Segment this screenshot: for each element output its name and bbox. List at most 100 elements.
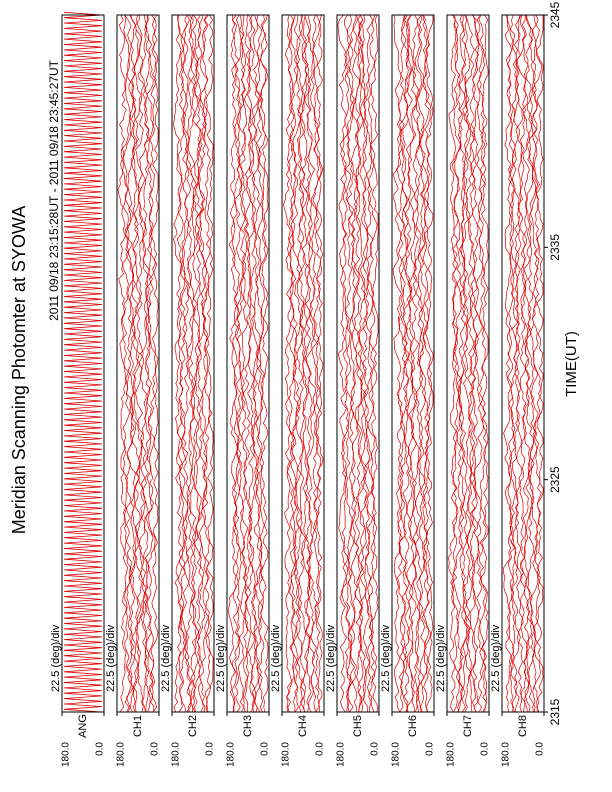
channel-trace <box>230 14 242 713</box>
channel-trace <box>479 14 489 713</box>
y-tick-label: 180.0 <box>116 742 127 767</box>
y-tick-label: 0.0 <box>95 742 106 756</box>
channel-trace <box>187 14 197 713</box>
panel-name: CH5 <box>352 715 364 737</box>
channel-trace <box>337 14 349 713</box>
panel-frame <box>116 14 160 713</box>
channel-trace <box>134 14 146 713</box>
channel-trace <box>119 14 132 713</box>
panel-name: CH6 <box>407 715 419 737</box>
channel-trace <box>254 14 264 713</box>
channel-trace <box>286 14 297 713</box>
chart-subtitle: 2011 09/18 23:15:28UT - 2011 09/18 23:45… <box>47 59 61 321</box>
channel-trace <box>180 14 192 713</box>
panel-scale: 22.5 (deg)/div <box>50 624 62 692</box>
channel-trace <box>190 14 202 713</box>
channel-trace <box>143 14 155 713</box>
y-tick-label: 180.0 <box>446 742 457 767</box>
panel-frame <box>171 14 215 713</box>
panel-scale: 22.5 (deg)/div <box>380 624 392 692</box>
y-tick-label: 0.0 <box>150 742 161 756</box>
channel-trace <box>233 14 244 713</box>
channel-trace <box>289 14 299 712</box>
panel-name: CH7 <box>462 715 474 737</box>
channel-trace <box>351 14 363 713</box>
channel-trace <box>248 14 260 713</box>
panel-scale: 22.5 (deg)/div <box>435 624 447 692</box>
channel-trace <box>349 14 360 713</box>
y-tick-label: 0.0 <box>205 742 216 756</box>
x-axis-label: TIME(UT) <box>563 331 580 397</box>
x-tick-label: 2325 <box>548 466 562 493</box>
channel-trace <box>344 14 355 713</box>
channel-trace <box>452 14 464 713</box>
channel-trace <box>314 14 324 713</box>
panel-name: CH2 <box>187 715 199 737</box>
channel-trace <box>290 14 302 713</box>
channel-trace <box>473 14 485 713</box>
channel-trace <box>126 14 138 713</box>
channel-trace <box>422 14 432 713</box>
channel-trace <box>122 14 135 713</box>
y-tick-label: 180.0 <box>501 742 512 767</box>
panel-frame <box>226 14 270 713</box>
panel-scale: 22.5 (deg)/div <box>490 624 502 692</box>
x-tick-label: 2315 <box>548 698 562 725</box>
channel-trace <box>404 14 415 713</box>
channel-trace <box>245 14 256 713</box>
panel-frame <box>61 14 105 713</box>
channel-trace <box>395 14 407 713</box>
panel-name: CH3 <box>242 715 254 737</box>
channel-trace <box>370 14 379 713</box>
y-tick-label: 180.0 <box>281 742 292 767</box>
channel-trace <box>392 14 404 713</box>
y-tick-label: 0.0 <box>535 742 546 756</box>
channel-trace <box>185 14 196 713</box>
panel-scale: 22.5 (deg)/div <box>105 624 117 692</box>
y-tick-label: 0.0 <box>315 742 326 756</box>
channel-trace <box>451 14 461 713</box>
channel-trace <box>301 14 311 713</box>
channel-trace <box>447 14 458 713</box>
plot-area: Meridian Scanning Photomter at SYOWA 201… <box>9 1 580 767</box>
y-tick-label: 0.0 <box>425 742 436 756</box>
channel-trace <box>294 14 305 713</box>
channel-trace <box>516 14 528 713</box>
channel-trace <box>130 14 140 713</box>
channel-trace <box>201 14 212 713</box>
channel-trace <box>514 14 525 713</box>
channel-trace <box>239 14 251 713</box>
y-tick-label: 180.0 <box>61 742 72 767</box>
y-tick-label: 0.0 <box>480 742 491 756</box>
channel-trace <box>303 14 313 713</box>
panel-scale: 22.5 (deg)/div <box>325 624 337 692</box>
channel-trace <box>227 14 239 713</box>
channel-trace <box>402 14 412 713</box>
channel-trace <box>366 14 378 713</box>
x-tick-label: 2335 <box>548 234 562 261</box>
panel-scale: 22.5 (deg)/div <box>160 624 172 692</box>
panel-name: CH4 <box>297 715 309 737</box>
channel-trace <box>398 14 410 713</box>
channel-trace <box>346 14 357 713</box>
channel-trace <box>424 14 434 713</box>
y-tick-label: 180.0 <box>226 742 237 767</box>
channel-trace <box>461 14 472 713</box>
channel-trace <box>198 14 210 713</box>
channel-trace <box>204 14 214 713</box>
panel-name: CH1 <box>132 715 144 737</box>
channel-trace <box>340 14 352 713</box>
channel-trace <box>471 14 480 713</box>
panel-frame <box>501 14 545 713</box>
channel-trace <box>308 14 319 713</box>
y-tick-label: 180.0 <box>391 742 402 767</box>
channel-trace <box>363 14 374 713</box>
channel-trace <box>503 14 513 713</box>
channel-trace <box>117 14 129 713</box>
channel-trace <box>464 14 475 713</box>
panel-scale: 22.5 (deg)/div <box>215 624 227 692</box>
panel-frame <box>281 14 325 713</box>
channel-trace <box>251 14 263 713</box>
panel-name: ANG <box>77 714 89 738</box>
